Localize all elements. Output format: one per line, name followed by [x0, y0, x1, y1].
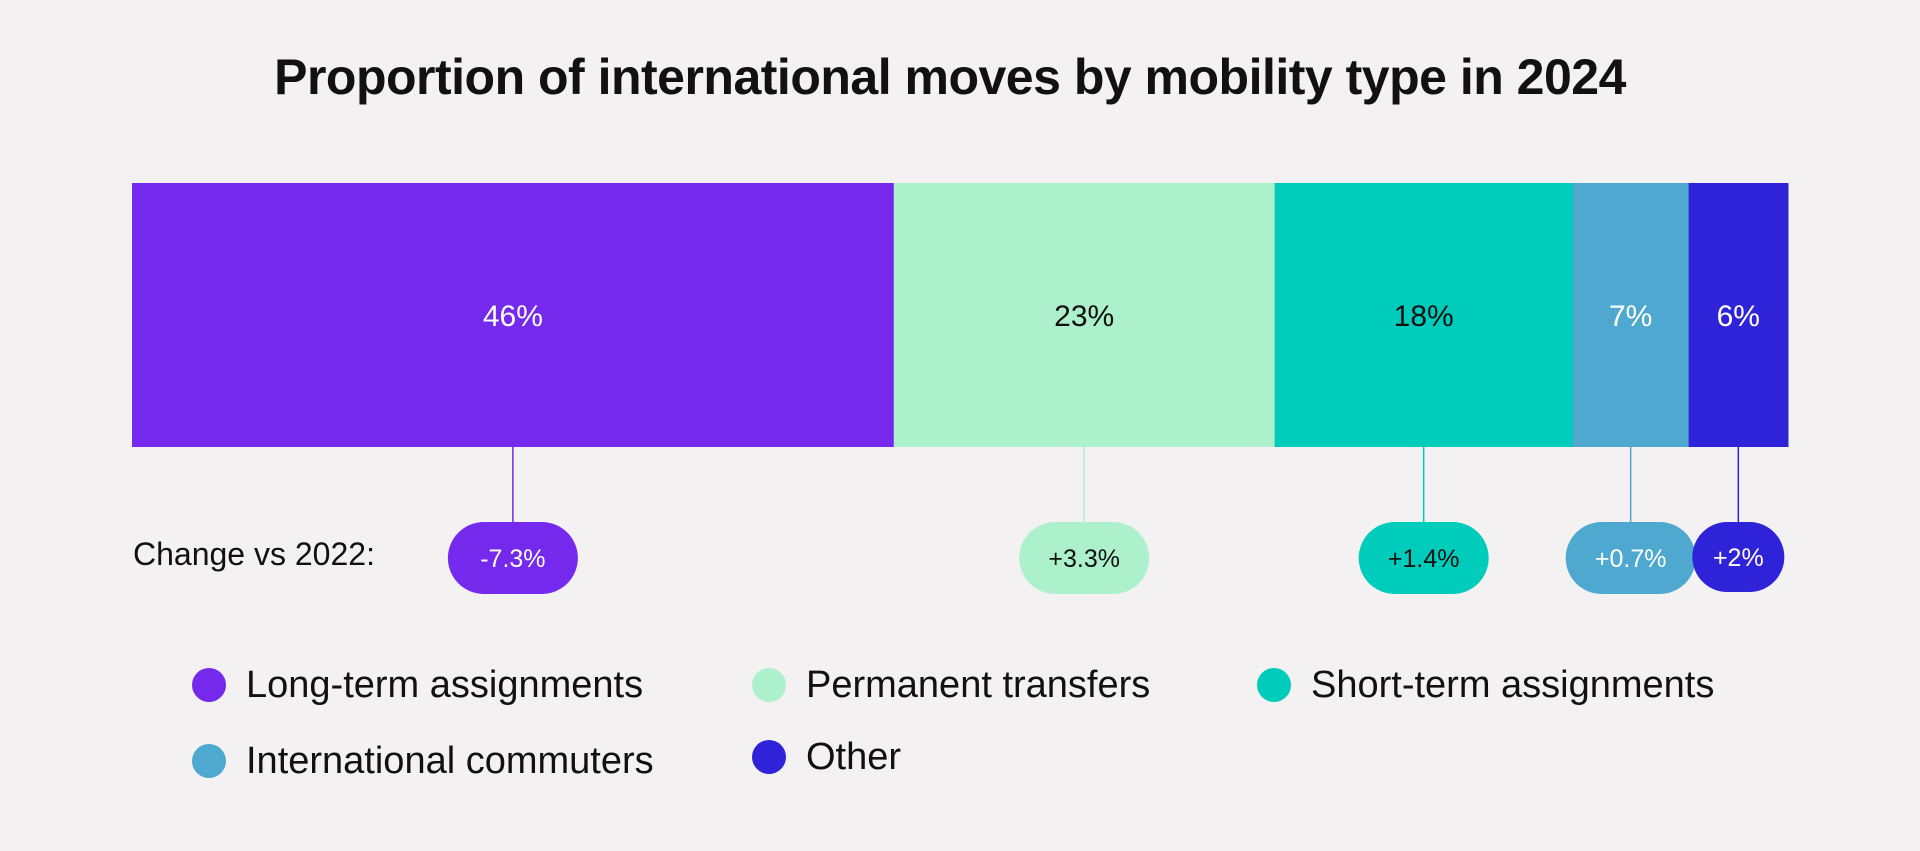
- change-label: Change vs 2022:: [133, 536, 375, 572]
- change-pill: [447, 522, 578, 594]
- bar-value-label: 46%: [483, 300, 543, 333]
- bar-segment: [1688, 183, 1789, 447]
- bar-segment: [1572, 183, 1690, 447]
- bar-value-label: 7%: [1609, 300, 1652, 333]
- change-pill: [1019, 522, 1150, 594]
- change-value-label: +2%: [1713, 544, 1764, 572]
- chart-title: Proportion of international moves by mob…: [274, 49, 1626, 105]
- bar-segment: [893, 183, 1276, 447]
- change-value-label: +1.4%: [1388, 545, 1460, 573]
- bar-value-label: 6%: [1717, 300, 1760, 333]
- bar-segment: [132, 183, 895, 447]
- change-value-label: +3.3%: [1048, 545, 1120, 573]
- bar-value-label: 18%: [1394, 300, 1454, 333]
- change-pill: [1565, 522, 1696, 594]
- change-value-label: -7.3%: [480, 545, 545, 573]
- change-value-label: +0.7%: [1595, 545, 1667, 573]
- bar-value-label: 23%: [1054, 300, 1114, 333]
- change-pill: [1692, 522, 1785, 592]
- change-pill: [1358, 522, 1489, 594]
- bar-segment: [1274, 183, 1574, 447]
